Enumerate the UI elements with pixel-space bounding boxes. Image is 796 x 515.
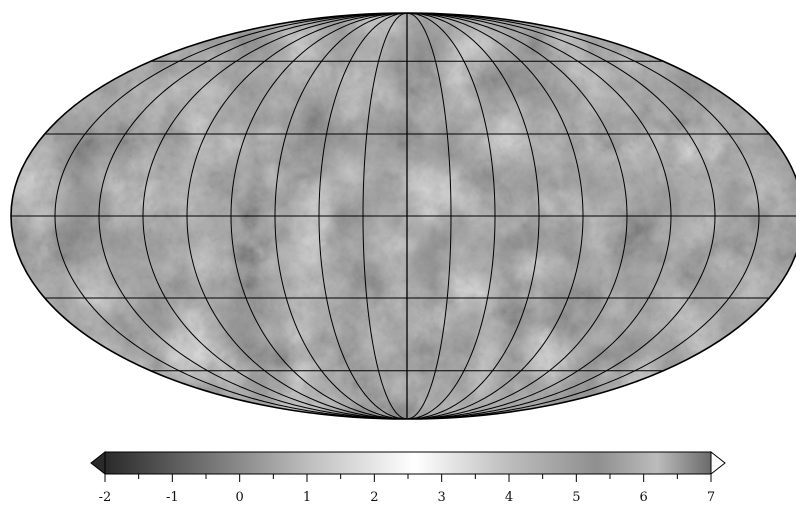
colorbar-tick-label: -2 xyxy=(99,490,112,505)
colorbar-tick-label: 6 xyxy=(640,490,648,505)
colorbar-tick-label: 1 xyxy=(303,490,311,505)
colorbar: -2 -1 0 1 2 3 4 5 6 7 xyxy=(90,450,726,505)
map-outline xyxy=(10,12,796,420)
colorbar-tick-label: 7 xyxy=(707,490,715,505)
colorbar-extend-max xyxy=(710,450,726,476)
colorbar-tick-label: 0 xyxy=(236,490,244,505)
graticule xyxy=(11,12,796,420)
colorbar-tick-label: -1 xyxy=(166,490,179,505)
colorbar-tick-label: 3 xyxy=(438,490,446,505)
colorbar-tick-label: 2 xyxy=(370,490,378,505)
colorbar-bar xyxy=(104,451,712,475)
map xyxy=(10,12,796,420)
colorbar-tick-label: 5 xyxy=(572,490,580,505)
colorbar-extend-min xyxy=(90,450,106,476)
colorbar-ticks xyxy=(104,474,712,482)
colorbar-tick-labels: -2 -1 0 1 2 3 4 5 6 7 xyxy=(99,490,715,505)
colorbar-tick-label: 4 xyxy=(505,490,513,505)
